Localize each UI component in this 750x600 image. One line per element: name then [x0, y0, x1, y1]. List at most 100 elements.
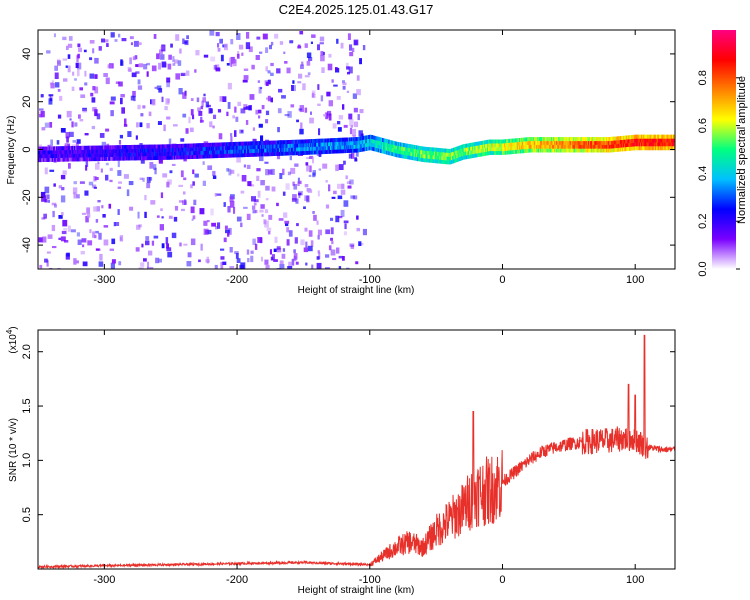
spectrogram-noise-cell [171, 232, 177, 239]
spectrogram-noise-cell [215, 32, 220, 37]
spectrogram-noise-cell [109, 248, 114, 251]
spectrogram-ridge-cell [67, 146, 70, 151]
spectrogram-noise-cell [144, 195, 147, 201]
spectrogram-ridge-cell [648, 134, 651, 139]
spectrogram-ridge-cell [404, 143, 406, 148]
spectrogram-ridge-cell [131, 144, 133, 149]
spectrogram-ridge-cell [218, 150, 221, 155]
spectrogram-noise-cell [113, 222, 116, 227]
spectrogram-ridge-cell [285, 147, 287, 152]
spectrogram-ridge-cell [401, 154, 403, 159]
spectrogram-ridge-cell [521, 149, 523, 154]
spectrogram-ridge-cell [589, 140, 591, 145]
spectrogram-ridge-cell [368, 135, 370, 139]
spectrogram-ridge-cell [560, 140, 562, 145]
spectrogram-ridge-cell [275, 148, 278, 153]
spectrogram-ridge-cell [515, 145, 518, 150]
spectrogram-ridge-cell [387, 147, 389, 152]
spectrogram-ridge-cell [314, 146, 316, 151]
spectrogram-ridge-cell [212, 146, 214, 151]
spectrogram-ridge-cell [257, 152, 260, 157]
spectrogram-noise-cell [228, 227, 232, 235]
spectrogram-ridge-cell [57, 146, 59, 151]
spectrogram-ridge-cell [555, 148, 557, 153]
spectrogram-noise-cell [217, 43, 220, 48]
spectrogram-ridge-cell [202, 146, 205, 151]
spectrogram-noise-cell [356, 215, 359, 220]
spectrogram-ridge-cell [593, 148, 595, 153]
spectrogram-ridge-cell [594, 148, 596, 153]
spectrogram-ridge-cell [407, 155, 410, 160]
spectrogram-ridge-cell [460, 152, 463, 157]
spectrogram-ridge-cell [473, 153, 475, 158]
spectrogram-ridge-cell [569, 137, 572, 142]
spectrogram-ridge-cell [297, 151, 299, 156]
spectrogram-ridge-cell [79, 153, 81, 158]
spectrogram-ridge-cell [156, 144, 159, 149]
spectrogram-ridge-cell [142, 152, 144, 157]
spectrogram-ridge-cell [158, 155, 160, 160]
spectrogram-ridge-cell [225, 149, 228, 154]
spectrogram-ridge-cell [469, 150, 471, 155]
spectrogram-ridge-cell [637, 146, 640, 151]
spectrogram-ridge-cell [288, 143, 291, 148]
spectrogram-ridge-cell [354, 148, 356, 153]
spectrogram-ridge-cell [96, 149, 98, 154]
spectrogram-ridge-cell [339, 141, 342, 146]
spectrogram-ridge-cell [76, 153, 78, 158]
spectrogram-noise-cell [74, 78, 77, 81]
spectrogram-noise-cell [312, 170, 316, 176]
spectrogram-ridge-cell [223, 150, 226, 154]
spectrogram-ridge-cell [577, 140, 579, 145]
spectrogram-ridge-cell [193, 154, 195, 159]
spectrogram-ridge-cell [576, 140, 578, 145]
spectrogram-ridge-cell [655, 138, 658, 143]
spectrogram-ridge-cell [191, 154, 194, 159]
spectrogram-noise-cell [326, 91, 331, 97]
spectrogram-ridge-cell [661, 134, 663, 139]
spectrogram-ridge-cell [186, 155, 189, 160]
spectrogram-ridge-cell [492, 143, 494, 148]
spectrogram-ridge-cell [638, 146, 641, 151]
spectrogram-ridge-cell [59, 153, 61, 158]
spectrogram-ridge-cell [668, 146, 671, 151]
spectrogram-ridge-cell [290, 139, 293, 144]
spectrogram-noise-cell [178, 184, 183, 187]
spectrogram-ridge-cell [589, 148, 591, 153]
spectrogram-ridge-cell [246, 141, 248, 146]
spectrogram-noise-cell [172, 56, 175, 63]
spectrogram-ridge-cell [127, 152, 129, 157]
spectrogram-noise-cell [269, 249, 272, 255]
spectrogram-ridge-cell [55, 154, 57, 158]
spectrogram-noise-cell [130, 95, 135, 101]
spectrogram-noise-cell [202, 180, 206, 186]
spectrogram-ridge-cell [575, 144, 577, 149]
spectrogram-ridge-cell [422, 150, 424, 155]
spectrogram-noise-cell [258, 115, 261, 119]
spectrogram-noise-cell [337, 183, 342, 189]
spectrogram-noise-cell [346, 66, 350, 70]
spectrogram-ridge-cell [418, 149, 420, 154]
spectrogram-ridge-cell [444, 160, 447, 165]
spectrogram-ridge-cell [377, 136, 380, 141]
spectrogram-noise-cell [73, 191, 76, 199]
spectrogram-ridge-cell [614, 148, 617, 152]
spectrogram-ridge-cell [666, 142, 669, 147]
spectrogram-ridge-cell [627, 139, 629, 144]
spectrogram-ridge-cell [111, 153, 113, 157]
spectrogram-ridge-cell [127, 145, 129, 149]
spectrogram-noise-cell [167, 98, 170, 104]
spectrogram-ridge-cell [660, 134, 662, 139]
spectrogram-ridge-cell [336, 138, 338, 142]
spectrogram-ridge-cell [447, 156, 450, 161]
spectrogram-ridge-cell [129, 145, 131, 149]
spectrogram-noise-cell [76, 139, 81, 144]
spectrogram-noise-cell [158, 88, 163, 93]
spectrogram-ridge-cell [527, 144, 529, 149]
spectrogram-noise-cell [124, 118, 127, 126]
spectrogram-noise-cell [351, 152, 355, 159]
spectrogram-ridge-cell [657, 134, 659, 139]
spectrogram-ridge-cell [670, 146, 673, 151]
spectrogram-ridge-cell [211, 150, 213, 155]
spectrogram-ridge-cell [670, 142, 673, 147]
